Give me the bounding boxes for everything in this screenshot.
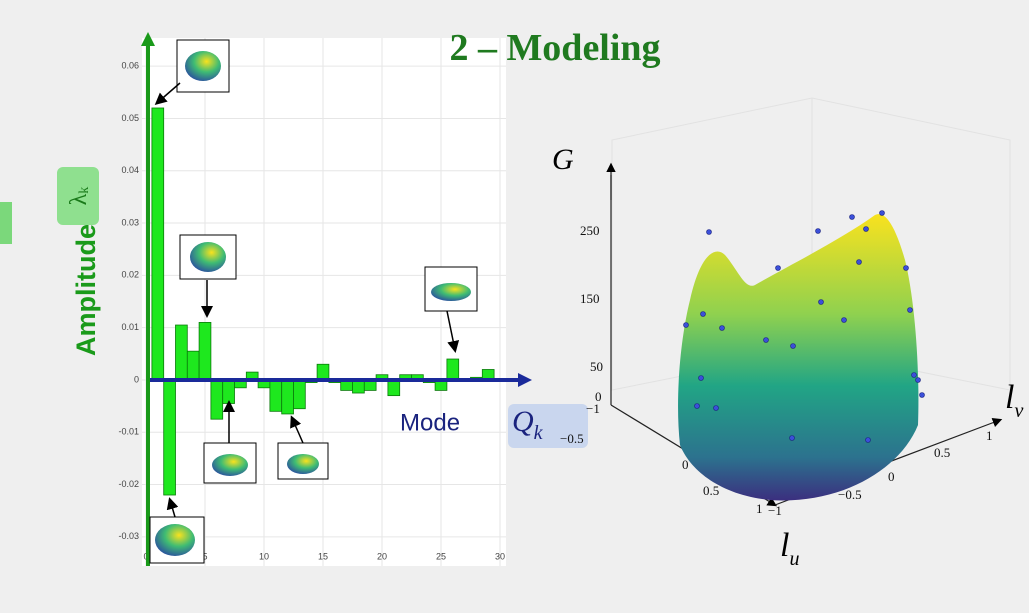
bar: [270, 380, 282, 411]
v-label-sub: v: [1014, 400, 1023, 422]
v-tick-label: −1: [768, 503, 782, 518]
x-tick-label: 30: [495, 551, 505, 561]
y-tick-label: 0.06: [121, 61, 139, 71]
u-label-base: l: [780, 527, 789, 564]
x-symbol-sub: k: [534, 422, 544, 444]
z-tick-label: 50: [590, 359, 603, 374]
slide-title: 2 – Modeling: [449, 27, 660, 69]
v-axis-label: lv: [1005, 379, 1023, 422]
y-tick-label: 0: [134, 374, 139, 384]
x-axis-label: Mode: [400, 409, 460, 436]
bar: [164, 380, 176, 495]
x-symbol-base: Q: [512, 405, 534, 438]
u-tick-label: −0.5: [560, 431, 584, 446]
x-tick-label: 20: [377, 551, 387, 561]
x-tick-label: 10: [259, 551, 269, 561]
u-tick-label: −1: [586, 401, 600, 416]
bar: [199, 322, 211, 380]
v-tick-label: −0.5: [838, 487, 862, 502]
bar: [388, 380, 400, 396]
slide: -0.03 -0.02 -0.01 0 0.01 0.02 0.03 0.04 0.05 0.06…: [0, 0, 1029, 613]
bar: [211, 380, 223, 419]
u-tick-label: 0: [682, 457, 689, 472]
y-tick-label: -0.02: [118, 479, 139, 489]
bar: [187, 351, 199, 380]
y-tick-label: 0.02: [121, 270, 139, 280]
u-axis-label: lu: [780, 527, 799, 570]
u-tick-label: 1: [756, 501, 763, 516]
v-label-base: l: [1005, 379, 1014, 416]
y-tick-label: 0.05: [121, 113, 139, 123]
y-tick-label: -0.01: [118, 427, 139, 437]
z-tick-label: 250: [580, 223, 600, 238]
y-tick-label: 0.04: [121, 165, 139, 175]
y-tick-label: 0.01: [121, 322, 139, 332]
surface-plot: G 250 150 50 0 −1 −0.5 0 0.5 1 −1 −0.5 0…: [552, 98, 1023, 570]
v-tick-label: 0: [888, 469, 895, 484]
u-label-sub: u: [789, 548, 799, 570]
u-tick-label: 0.5: [703, 483, 719, 498]
edge-box: [0, 202, 12, 244]
y-symbol-sub: k: [77, 187, 92, 194]
bar: [282, 380, 294, 414]
y-axis-label: Amplitude: [71, 224, 101, 356]
y-tick-label: 0.03: [121, 217, 139, 227]
y-symbol-base: λ: [66, 193, 92, 205]
bar: [317, 364, 329, 380]
bar: [447, 359, 459, 380]
bar: [176, 325, 188, 380]
z-tick-label: 150: [580, 291, 600, 306]
x-axis-arrowhead: [518, 373, 532, 387]
bar: [152, 108, 164, 380]
z-axis-label: G: [552, 143, 574, 176]
v-tick-label: 0.5: [934, 445, 950, 460]
v-tick-label: 1: [986, 428, 993, 443]
bar: [294, 380, 306, 409]
y-tick-label: -0.03: [118, 531, 139, 541]
bar: [223, 380, 235, 404]
x-tick-label: 25: [436, 551, 446, 561]
x-tick-label: 15: [318, 551, 328, 561]
surface: [678, 214, 918, 500]
